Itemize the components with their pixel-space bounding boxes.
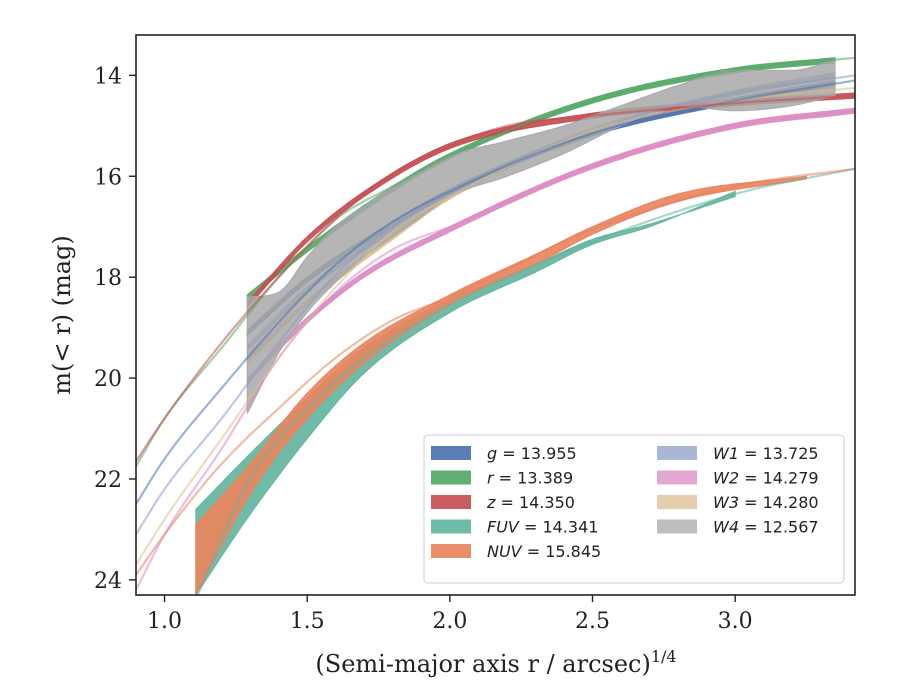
legend-label-nuv: NUV = 15.845 <box>487 542 601 561</box>
x-tick-label: 2.0 <box>432 609 467 634</box>
x-axis-label: (Semi-major axis r / arcsec) <box>315 650 650 678</box>
series-line-nuv <box>136 167 855 576</box>
profile-lines <box>136 56 855 595</box>
series-band-w4 <box>246 59 836 414</box>
series-line-fuv <box>196 167 855 595</box>
legend-swatch-w2 <box>657 470 697 485</box>
series-band-z <box>246 92 855 309</box>
y-tick-label: 14 <box>94 64 122 89</box>
legend-label-g: g = 13.955 <box>487 444 577 463</box>
plot-area <box>136 56 855 595</box>
x-tick-label: 1.0 <box>147 609 182 634</box>
y-tick-label: 18 <box>94 266 122 291</box>
series-line-r <box>136 56 855 467</box>
x-tick-label: 2.5 <box>575 609 610 634</box>
legend-box <box>423 434 845 584</box>
x-axis: 1.0 1.5 2.0 2.5 3.0 <box>147 595 753 634</box>
legend-swatch-nuv <box>431 544 471 558</box>
series-band-w1 <box>246 72 836 352</box>
y-axis-title: m(< r) (mag) <box>48 235 76 394</box>
x-axis-title: (Semi-major axis r / arcsec)1/4 <box>315 647 676 678</box>
series-line-w2 <box>136 109 855 591</box>
legend-swatch-w4 <box>657 519 697 534</box>
legend-label-r: r = 13.389 <box>487 469 573 488</box>
legend-label-w3: W3 = 14.280 <box>713 493 819 512</box>
x-tick-label: 1.5 <box>290 609 325 634</box>
legend-label-w2: W2 = 14.279 <box>713 469 819 488</box>
series-line-g <box>136 79 855 505</box>
y-axis: 14 16 18 20 22 24 <box>94 64 136 594</box>
legend-label-w4: W4 = 12.567 <box>713 518 819 537</box>
legend-label-fuv: FUV = 14.341 <box>487 518 598 537</box>
y-tick-label: 22 <box>94 468 122 493</box>
series-line-z <box>136 94 855 462</box>
y-tick-label: 16 <box>94 165 122 190</box>
legend-label-w1: W1 = 13.725 <box>713 444 819 463</box>
y-tick-label: 20 <box>94 367 122 392</box>
x-axis-exponent: 1/4 <box>651 647 677 666</box>
legend-swatch-g <box>431 446 471 460</box>
legend-label-z: z = 14.350 <box>486 493 575 512</box>
plot-frame <box>135 34 856 596</box>
y-tick-label: 24 <box>94 569 122 594</box>
series-band-w3 <box>246 84 836 365</box>
legend-swatch-fuv <box>431 519 471 534</box>
legend-swatch-w1 <box>657 446 697 460</box>
legend-swatch-w3 <box>657 495 697 509</box>
legend-swatch-z <box>431 495 471 509</box>
legend-swatch-r <box>431 470 471 485</box>
legend: g = 13.955 r = 13.389 z = 14.350 FUV = 14.3… <box>423 434 845 584</box>
x-tick-label: 3.0 <box>718 609 753 634</box>
